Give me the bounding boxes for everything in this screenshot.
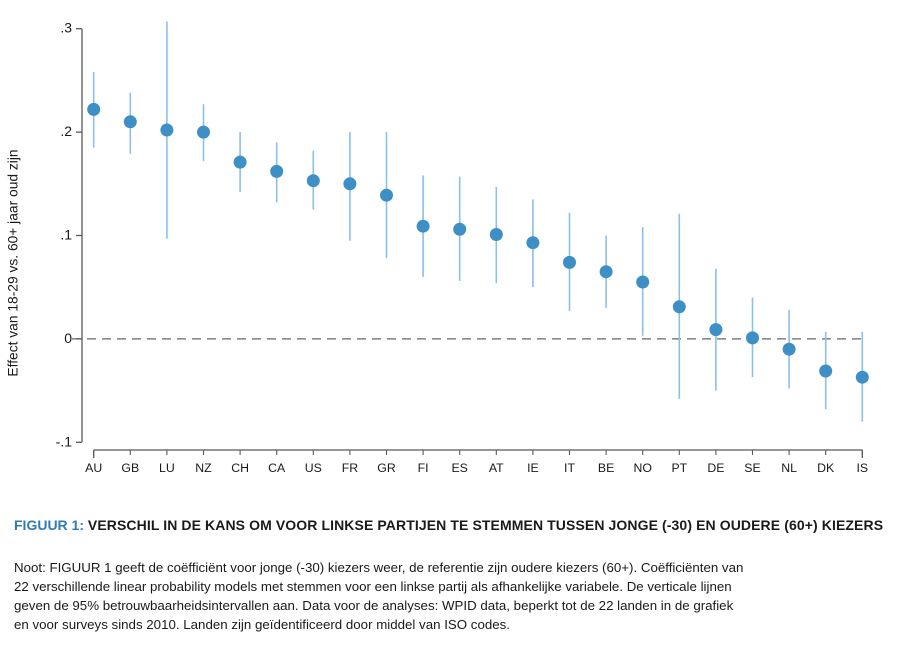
- svg-text:IT: IT: [564, 461, 575, 475]
- svg-text:NO: NO: [633, 461, 651, 475]
- svg-text:CA: CA: [268, 461, 286, 475]
- svg-text:SE: SE: [744, 461, 760, 475]
- svg-text:AU: AU: [85, 461, 102, 475]
- svg-text:ES: ES: [451, 461, 467, 475]
- svg-text:BE: BE: [598, 461, 614, 475]
- svg-text:US: US: [305, 461, 322, 475]
- svg-text:FR: FR: [342, 461, 359, 475]
- svg-text:NZ: NZ: [195, 461, 212, 475]
- svg-text:GB: GB: [121, 461, 139, 475]
- svg-text:LU: LU: [159, 461, 175, 475]
- svg-text:IE: IE: [527, 461, 539, 475]
- svg-text:.3: .3: [60, 20, 72, 36]
- svg-text:-.1: -.1: [56, 433, 73, 449]
- svg-text:NL: NL: [781, 461, 797, 475]
- svg-text:IS: IS: [856, 461, 868, 475]
- svg-text:.1: .1: [60, 227, 72, 243]
- svg-text:DK: DK: [817, 461, 835, 475]
- svg-text:GR: GR: [377, 461, 396, 475]
- svg-text:DE: DE: [707, 461, 724, 475]
- svg-text:0: 0: [64, 330, 72, 346]
- svg-text:CH: CH: [231, 461, 249, 475]
- svg-text:AT: AT: [489, 461, 504, 475]
- svg-text:FI: FI: [418, 461, 429, 475]
- svg-text:.2: .2: [60, 123, 72, 139]
- svg-text:PT: PT: [671, 461, 687, 475]
